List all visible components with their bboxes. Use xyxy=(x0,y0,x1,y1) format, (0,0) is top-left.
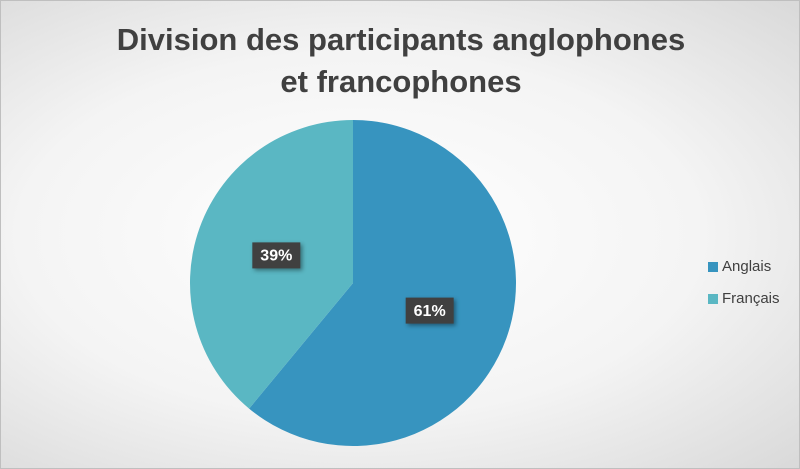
value-label-box xyxy=(252,242,301,269)
value-label: 39% xyxy=(260,248,292,265)
value-label-box xyxy=(405,297,454,324)
legend-swatch xyxy=(708,294,718,304)
chart-title: Division des participants anglophones et… xyxy=(116,22,686,99)
legend-label: Anglais xyxy=(722,258,771,275)
pie-slice xyxy=(249,120,516,446)
value-label: 61% xyxy=(414,303,446,320)
legend-swatch xyxy=(708,262,718,272)
legend-label: Français xyxy=(722,290,780,307)
